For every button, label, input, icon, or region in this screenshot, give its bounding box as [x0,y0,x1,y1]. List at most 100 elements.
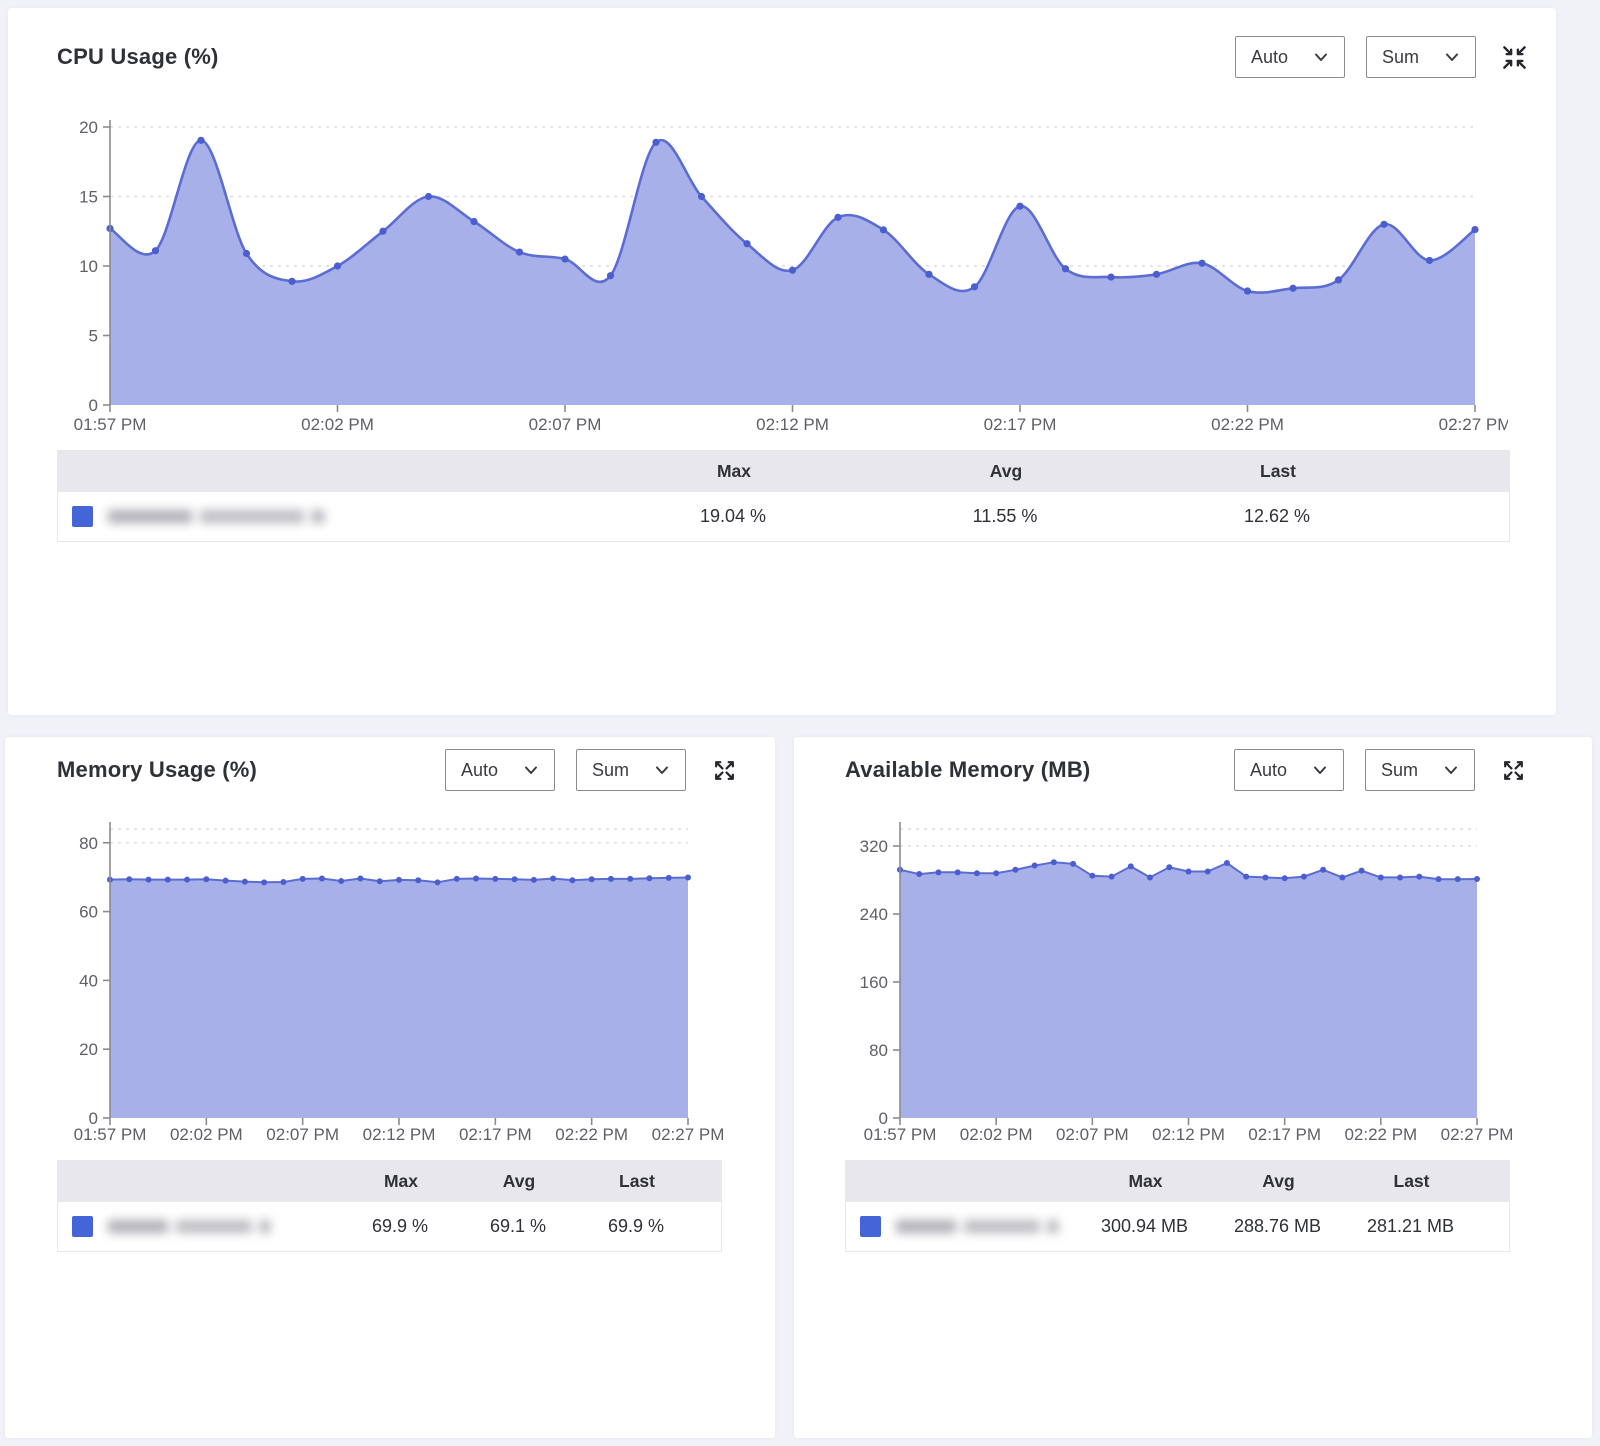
svg-text:5: 5 [89,327,98,346]
series-name-redacted [108,510,324,523]
legend-value-last: 69.9 % [607,1216,665,1236]
collapse-panel-button[interactable] [1500,43,1528,71]
legend-row[interactable]: 300.94 MB 288.76 MB 281.21 MB [845,1202,1510,1252]
interval-select-value: Auto [461,759,499,780]
interval-select[interactable]: Auto [445,749,555,791]
legend-value-last: 281.21 MB [1366,1216,1455,1236]
svg-text:01:57 PM: 01:57 PM [74,1125,147,1144]
aggregation-select[interactable]: Sum [1365,749,1475,791]
svg-text:0: 0 [89,396,98,415]
aggregation-select-value: Sum [592,759,630,780]
interval-select[interactable]: Auto [1235,36,1345,78]
panel-title: Available Memory (MB) [845,757,1091,782]
svg-text:02:12 PM: 02:12 PM [1152,1125,1225,1144]
expand-icon [1503,760,1523,780]
memory-panel-controls: Auto Sum [445,749,738,791]
memory-legend-table: Max Avg Last 69.9 % 69.1 % 69.9 % [57,1160,722,1252]
available-memory-legend-table: Max Avg Last 300.94 MB 288.76 MB 281.21 … [845,1160,1510,1252]
svg-text:02:17 PM: 02:17 PM [459,1125,532,1144]
svg-text:02:02 PM: 02:02 PM [960,1125,1033,1144]
collapse-icon [1502,45,1526,69]
available-memory-panel-header: Available Memory (MB) Auto Sum [794,737,1592,791]
expand-icon [714,760,734,780]
aggregation-select-value: Sum [1382,46,1420,67]
memory-panel-header: Memory Usage (%) Auto Sum [5,737,775,791]
legend-header-last: Last [1260,460,1296,481]
svg-text:02:07 PM: 02:07 PM [1056,1125,1129,1144]
svg-text:20: 20 [79,118,98,137]
page-title: CPU Usage (%) [57,44,219,69]
svg-text:02:27 PM: 02:27 PM [652,1125,725,1144]
svg-text:02:17 PM: 02:17 PM [984,415,1057,434]
svg-text:0: 0 [89,1109,98,1128]
series-name-redacted [896,1220,1058,1233]
legend-value-last: 12.62 % [1243,506,1311,526]
svg-text:02:07 PM: 02:07 PM [529,415,602,434]
legend-header-max: Max [1128,1170,1163,1191]
legend-header-row: Max Avg Last [845,1160,1510,1202]
svg-text:02:02 PM: 02:02 PM [170,1125,243,1144]
panel-title: Memory Usage (%) [57,757,258,782]
cpu-usage-chart[interactable]: 0 5 10 15 20 01:57 PM 02:02 PM 02:07 PM 02:12 PM… [48,108,1508,448]
series-name-redacted [108,1220,270,1233]
available-memory-panel-controls: Auto Sum [1234,749,1527,791]
memory-usage-chart[interactable]: 0 20 40 60 80 01:57 PM 02:02 PM 02:07 PM 02:12 P… [45,822,745,1152]
aggregation-select-value: Sum [1381,759,1419,780]
legend-header-last: Last [619,1170,655,1191]
series-color-swatch [72,506,93,527]
legend-value-avg: 288.76 MB [1233,1216,1322,1236]
series-color-swatch [72,1216,93,1237]
aggregation-select[interactable]: Sum [576,749,686,791]
svg-text:02:12 PM: 02:12 PM [756,415,829,434]
svg-text:01:57 PM: 01:57 PM [74,415,147,434]
svg-text:80: 80 [79,834,98,853]
interval-select-value: Auto [1251,46,1289,67]
svg-text:02:07 PM: 02:07 PM [266,1125,339,1144]
legend-header-row: Max Avg Last [57,1160,722,1202]
chevron-down-icon [525,766,537,774]
svg-text:15: 15 [79,188,98,207]
svg-text:80: 80 [869,1041,888,1060]
legend-header-avg: Avg [502,1170,536,1191]
svg-text:02:22 PM: 02:22 PM [555,1125,628,1144]
svg-text:02:17 PM: 02:17 PM [1248,1125,1321,1144]
svg-text:02:27 PM: 02:27 PM [1439,415,1508,434]
svg-text:40: 40 [79,971,98,990]
svg-text:10: 10 [79,257,98,276]
cpu-usage-panel: CPU Usage (%) Auto Sum 0 5 10 15 20 01:57 PM 0… [8,8,1556,715]
svg-text:320: 320 [860,837,888,856]
legend-header-row: Max Avg Last [57,450,1510,492]
svg-text:60: 60 [79,903,98,922]
interval-select[interactable]: Auto [1234,749,1344,791]
legend-row[interactable]: 19.04 % 11.55 % 12.62 % [57,492,1510,542]
expand-panel-button[interactable] [710,756,738,784]
expand-panel-button[interactable] [1499,756,1527,784]
cpu-panel-header: CPU Usage (%) Auto Sum [8,8,1556,78]
svg-text:240: 240 [860,905,888,924]
chevron-down-icon [1314,766,1326,774]
chevron-down-icon [1446,53,1458,61]
svg-text:160: 160 [860,973,888,992]
available-memory-panel: Available Memory (MB) Auto Sum 0 80 160 240… [794,737,1592,1438]
svg-text:01:57 PM: 01:57 PM [864,1125,937,1144]
svg-text:02:02 PM: 02:02 PM [301,415,374,434]
legend-row[interactable]: 69.9 % 69.1 % 69.9 % [57,1202,722,1252]
available-memory-chart[interactable]: 0 80 160 240 320 01:57 PM 02:02 PM 02:07 PM 02:1… [830,822,1530,1152]
legend-header-avg: Avg [989,460,1023,481]
cpu-panel-controls: Auto Sum [1235,36,1528,78]
chevron-down-icon [656,766,668,774]
legend-header-avg: Avg [1262,1170,1295,1191]
legend-header-max: Max [383,1170,419,1191]
series-color-swatch [860,1216,881,1237]
legend-header-max: Max [716,460,752,481]
interval-select-value: Auto [1250,759,1288,780]
chevron-down-icon [1315,53,1327,61]
aggregation-select[interactable]: Sum [1366,36,1476,78]
svg-text:20: 20 [79,1040,98,1059]
memory-usage-panel: Memory Usage (%) Auto Sum 0 20 40 60 80 01:57… [5,737,775,1438]
svg-text:0: 0 [879,1109,888,1128]
svg-text:02:22 PM: 02:22 PM [1211,415,1284,434]
legend-value-max: 69.9 % [371,1216,429,1236]
svg-text:02:22 PM: 02:22 PM [1344,1125,1417,1144]
